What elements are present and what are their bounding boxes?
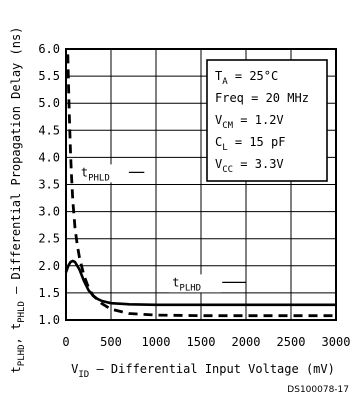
series-label-tplhd: tPLHD: [172, 275, 201, 293]
condition-line: CL = 15 pF: [215, 135, 285, 153]
x-tick-label: 3000: [322, 335, 351, 349]
x-tick-label: 1500: [187, 335, 216, 349]
x-tick-label: 2500: [277, 335, 306, 349]
y-tick-label: 1.0: [38, 313, 60, 327]
x-tick-label: 2000: [232, 335, 261, 349]
y-tick-label: 3.0: [38, 205, 60, 219]
x-tick-labels: 0 500 1000 1500 2000 2500 3000: [62, 335, 350, 349]
y-tick-label: 2.5: [38, 232, 60, 246]
y-axis-title: tPLHD, tPHLD – Differential Propagation …: [9, 27, 27, 374]
condition-line: VCM = 1.2V: [215, 113, 284, 131]
y-tick-label: 2.0: [38, 259, 60, 273]
condition-line: VCC = 3.3V: [215, 157, 284, 175]
label-bg: [77, 164, 130, 183]
y-tick-label: 3.5: [38, 178, 60, 192]
y-tick-label: 5.5: [38, 69, 60, 83]
series-label-tphld: tPHLD: [81, 165, 110, 183]
condition-line: Freq = 20 MHz: [215, 91, 309, 105]
y-tick-label: 6.0: [38, 42, 60, 56]
y-tick-label: 4.5: [38, 123, 60, 137]
y-tick-label: 4.0: [38, 150, 60, 164]
x-tick-label: 0: [62, 335, 69, 349]
series-line-tphld: [66, 54, 336, 318]
conditions-box: TA = 25°C Freq = 20 MHz VCM = 1.2V CL = 15 …: [206, 59, 328, 182]
y-tick-label: 5.0: [38, 96, 60, 110]
series-layer: [64, 54, 336, 318]
label-bg: [169, 274, 222, 293]
x-tick-label: 500: [100, 335, 122, 349]
conditions-frame: [206, 59, 328, 182]
x-tick-label: 1000: [142, 335, 171, 349]
y-tick-labels: 1.0 1.5 2.0 2.5 3.0 3.5 4.0 4.5 5.0 5.5 6.0: [38, 42, 60, 327]
document-id: DS100078-17: [287, 385, 349, 395]
series-labels: tPHLD tPLHD: [77, 164, 246, 293]
condition-line: TA = 25°C: [215, 69, 278, 87]
x-axis-title: VID – Differential Input Voltage (mV): [71, 362, 335, 380]
y-tick-label: 1.5: [38, 286, 60, 300]
plot-frame: [65, 48, 337, 321]
